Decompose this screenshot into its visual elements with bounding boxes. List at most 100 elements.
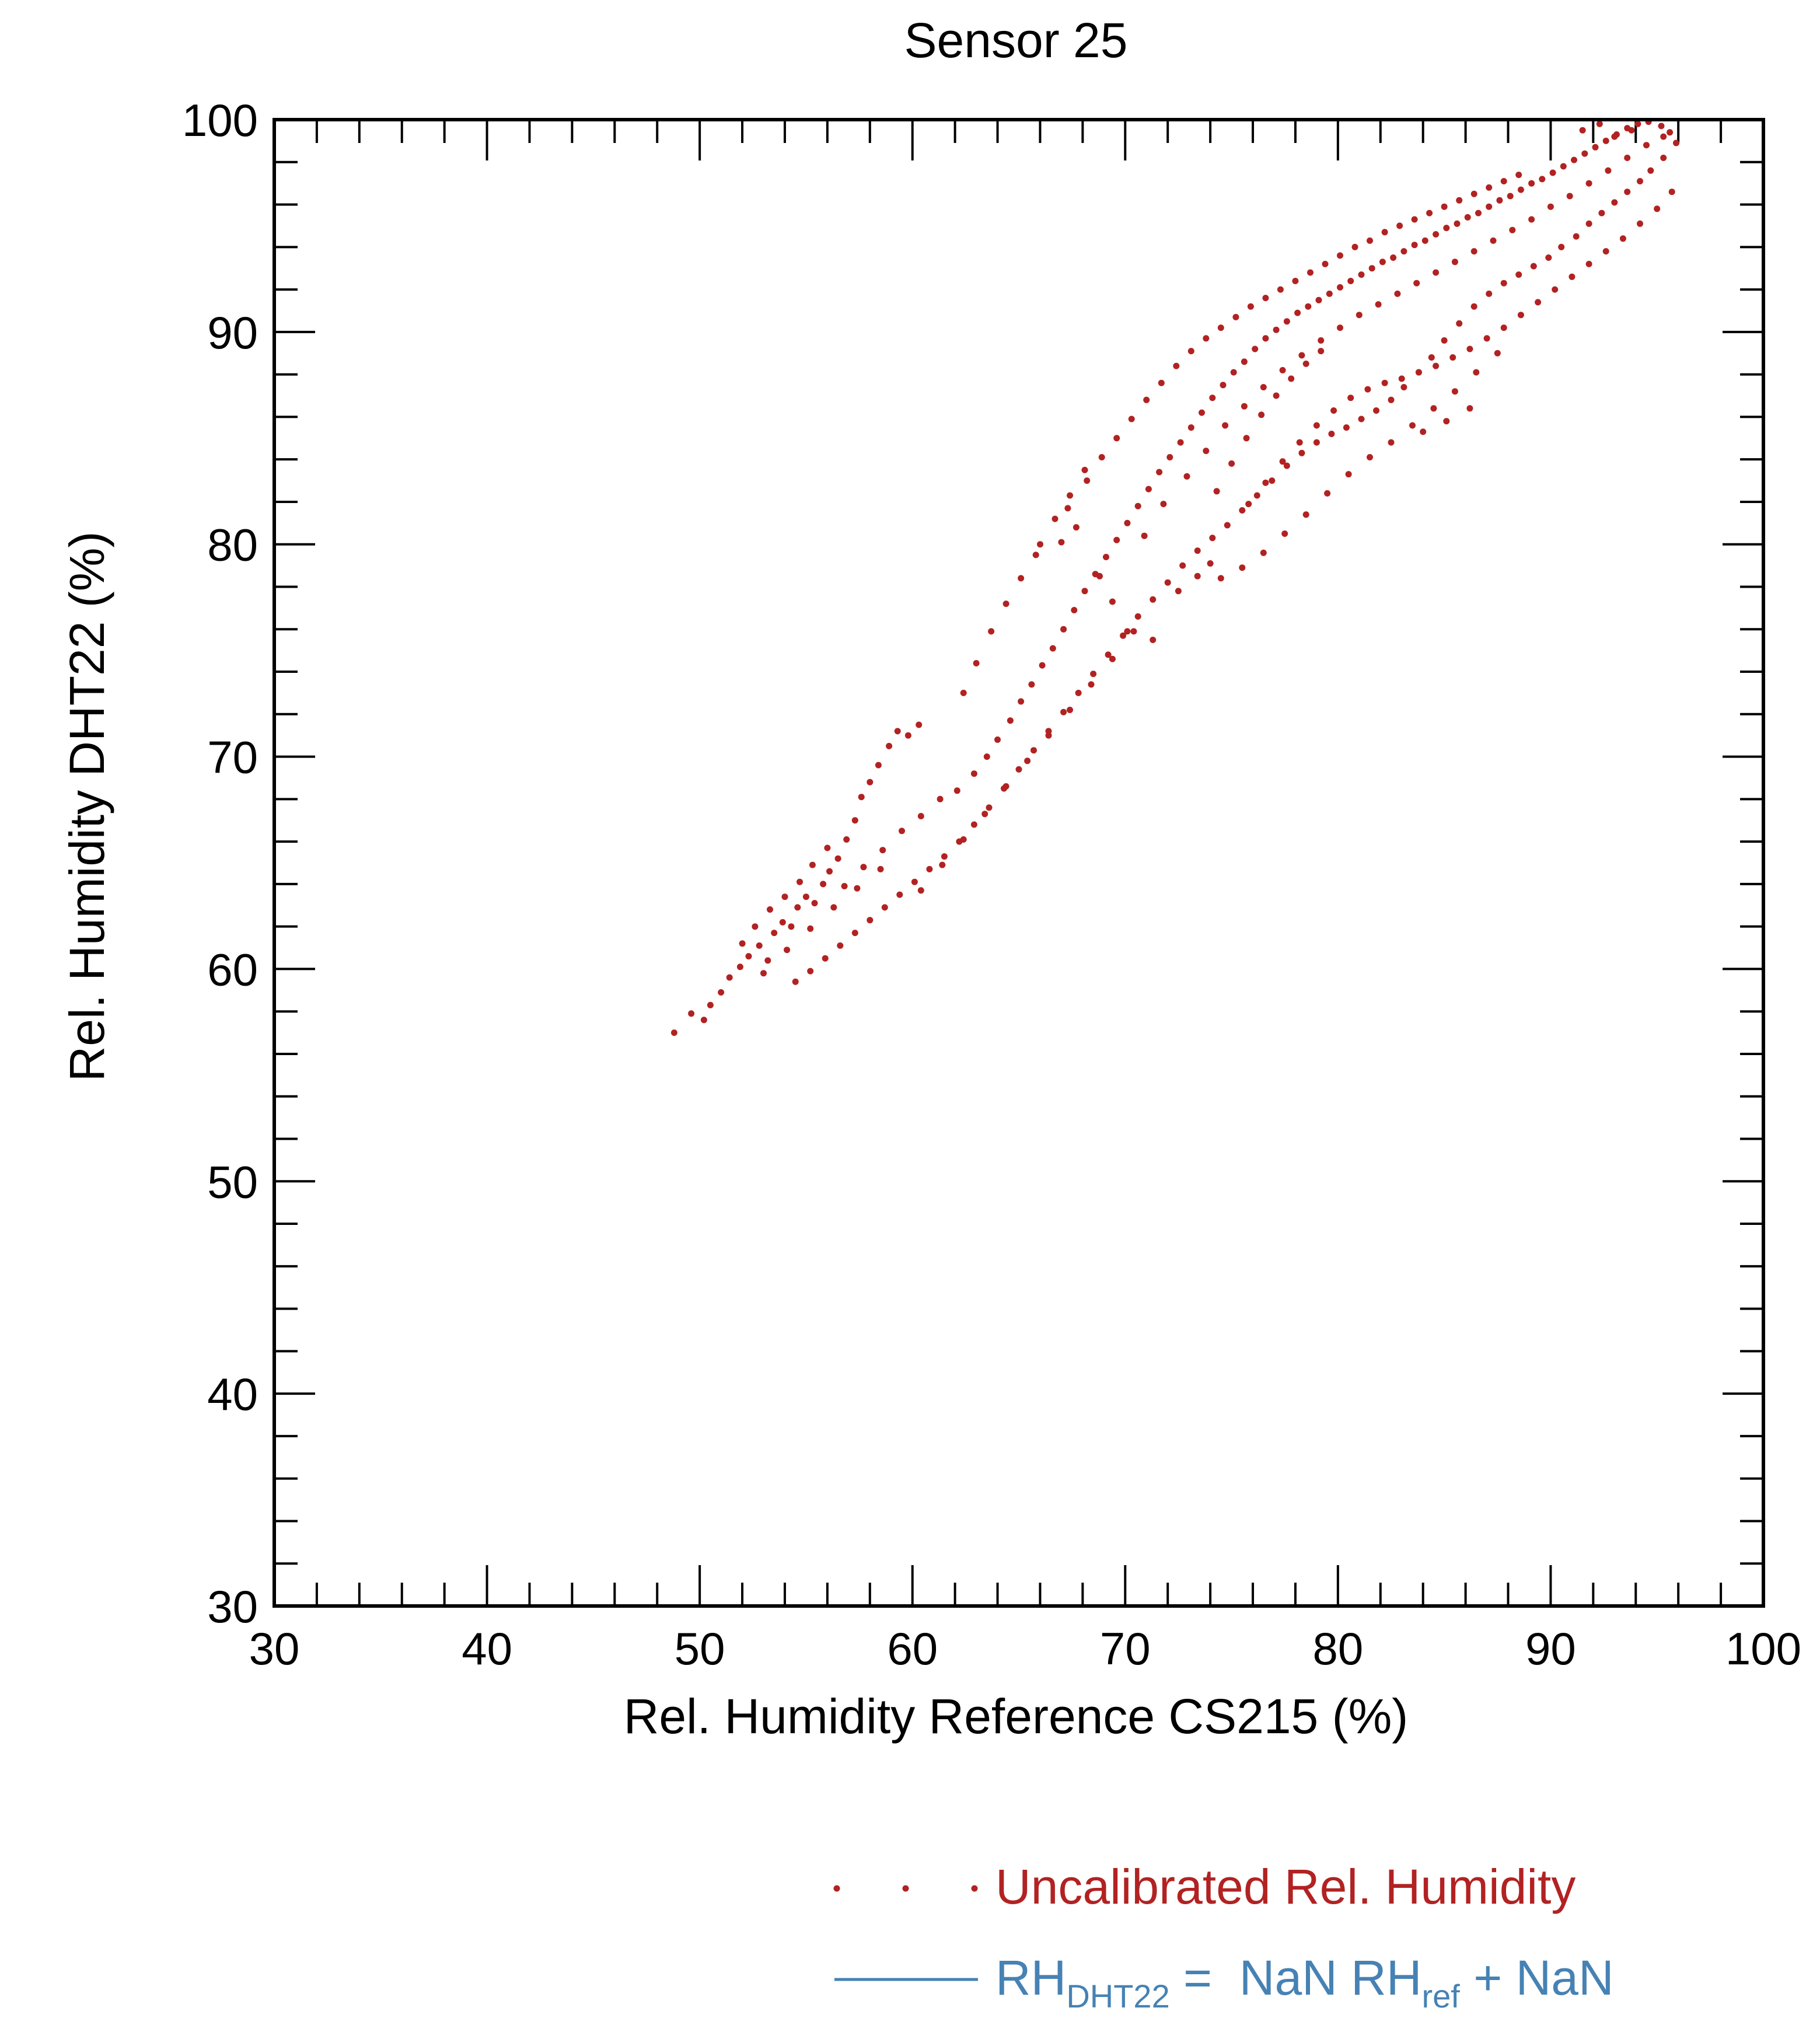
data-point <box>1247 303 1254 310</box>
data-point <box>1400 248 1407 255</box>
data-point <box>688 1010 695 1017</box>
data-point <box>1337 252 1343 259</box>
data-point <box>1113 536 1120 543</box>
x-tick-label: 70 <box>1100 1623 1151 1674</box>
data-point <box>1279 366 1286 373</box>
data-point <box>1007 717 1014 724</box>
legend-label-uncalibrated: Uncalibrated Rel. Humidity <box>995 1859 1576 1914</box>
data-point <box>794 904 801 911</box>
data-point <box>894 728 901 735</box>
data-point <box>1490 237 1497 244</box>
plot-frame <box>273 118 1765 1608</box>
data-point <box>896 891 903 898</box>
data-point <box>1158 379 1165 386</box>
data-point <box>1239 507 1246 514</box>
legend-sub-dht22: DHT22 <box>1066 1978 1169 2014</box>
data-point <box>1067 492 1073 499</box>
data-point <box>851 817 858 824</box>
data-point <box>1194 572 1201 579</box>
data-point <box>1143 396 1150 403</box>
data-point <box>1313 439 1320 446</box>
data-point <box>1156 469 1163 476</box>
data-point <box>1560 163 1567 170</box>
data-point <box>1183 473 1190 480</box>
data-point <box>1581 150 1588 157</box>
data-point <box>718 989 725 996</box>
data-point <box>736 963 743 970</box>
data-point <box>941 853 948 860</box>
data-point <box>1209 394 1216 401</box>
data-point <box>1262 295 1269 302</box>
data-point <box>1328 431 1335 437</box>
data-point <box>939 861 946 868</box>
data-point <box>1643 142 1650 149</box>
data-point <box>1134 613 1141 620</box>
data-point <box>1134 502 1141 509</box>
data-point <box>1318 337 1325 344</box>
data-point <box>834 855 841 862</box>
data-point <box>1552 286 1559 293</box>
data-point <box>986 804 993 811</box>
data-point <box>1373 407 1379 414</box>
data-point <box>764 957 771 964</box>
data-point <box>1381 229 1388 236</box>
data-point <box>1177 439 1184 446</box>
data-point <box>1273 392 1280 399</box>
data-point <box>1347 278 1354 284</box>
data-point <box>953 787 960 794</box>
data-point <box>739 940 746 947</box>
data-point <box>1018 575 1025 582</box>
y-tick-label: 100 <box>182 95 258 146</box>
data-point <box>1032 551 1039 558</box>
data-point <box>1413 280 1420 287</box>
legend-rh: RH <box>995 1950 1066 2005</box>
data-point <box>1298 449 1305 456</box>
data-point <box>881 904 888 911</box>
data-point <box>1619 235 1626 242</box>
data-point <box>1241 358 1248 365</box>
data-point <box>877 865 884 872</box>
data-point <box>867 778 874 785</box>
data-point <box>1637 178 1643 184</box>
data-point <box>1028 681 1035 688</box>
data-point <box>1475 210 1482 217</box>
data-point <box>1294 309 1301 316</box>
data-point <box>970 770 977 777</box>
data-point <box>1470 248 1477 255</box>
data-point <box>1569 273 1576 280</box>
data-point <box>1539 176 1546 183</box>
x-axis-label: Rel. Humidity Reference CS215 (%) <box>624 1689 1409 1744</box>
data-point <box>1207 560 1214 567</box>
data-point <box>1509 226 1516 233</box>
y-axis-tick-labels: 30 40 50 60 70 80 90 100 <box>182 95 258 1632</box>
data-point <box>1637 220 1643 227</box>
data-point <box>1064 505 1071 512</box>
data-point <box>1030 747 1037 754</box>
data-point <box>1318 348 1325 355</box>
data-point <box>756 942 763 949</box>
data-point <box>1411 242 1418 249</box>
data-point <box>1364 386 1371 393</box>
data-point <box>983 753 990 760</box>
data-point <box>707 1001 714 1008</box>
data-point <box>1228 460 1235 467</box>
data-point <box>1464 214 1471 221</box>
data-point <box>916 721 923 728</box>
data-point <box>1262 335 1269 342</box>
data-point <box>1060 708 1067 715</box>
data-point <box>1602 248 1609 255</box>
data-point <box>1409 422 1416 429</box>
data-point <box>1451 259 1458 266</box>
data-point <box>1213 488 1220 495</box>
data-point <box>1124 628 1131 635</box>
data-point <box>700 1017 707 1024</box>
data-point <box>1253 492 1260 499</box>
data-point <box>937 795 944 802</box>
data-point <box>1585 180 1592 187</box>
data-point <box>875 762 882 769</box>
data-point <box>1421 237 1428 244</box>
data-point <box>1337 324 1343 331</box>
data-point <box>1433 231 1440 238</box>
data-point <box>797 878 803 885</box>
data-point <box>858 794 865 801</box>
